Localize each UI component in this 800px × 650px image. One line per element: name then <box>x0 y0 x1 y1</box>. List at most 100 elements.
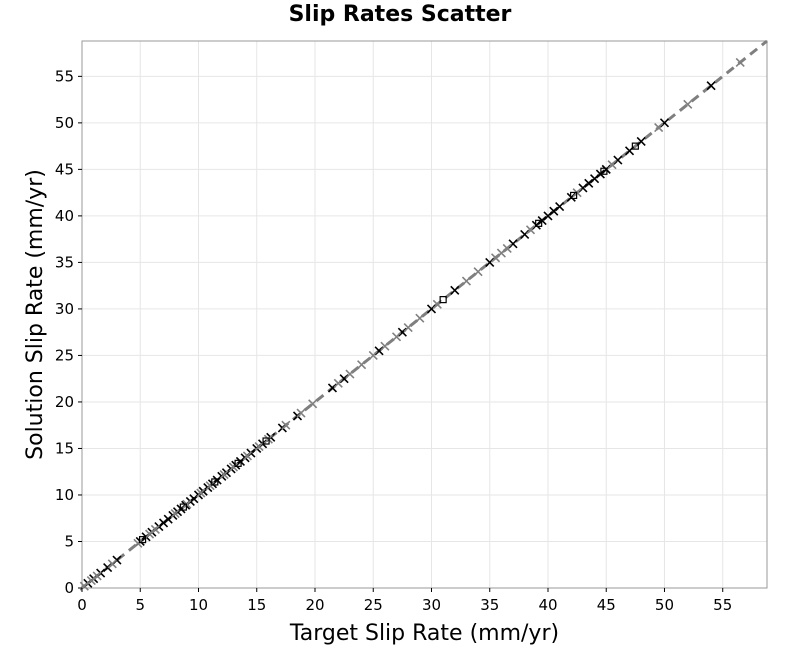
data-point <box>508 239 518 249</box>
data-point <box>473 267 483 277</box>
data-point <box>520 229 530 240</box>
data-point <box>107 559 117 569</box>
x-tick-label: 20 <box>305 596 324 614</box>
x-tick-label: 15 <box>247 596 266 614</box>
data-point <box>502 243 512 254</box>
data-point <box>391 332 402 342</box>
y-tick-label: 55 <box>55 67 74 85</box>
data-point <box>570 191 578 200</box>
data-point <box>263 434 273 444</box>
x-tick-label: 50 <box>655 596 674 614</box>
data-point <box>683 99 693 109</box>
y-tick-label: 10 <box>55 486 74 504</box>
data-point <box>535 219 543 227</box>
data-point <box>613 155 623 165</box>
data-point <box>150 524 160 534</box>
data-point <box>281 420 291 430</box>
data-point <box>397 327 407 337</box>
y-tick-label: 45 <box>55 160 74 178</box>
data-point <box>490 253 501 263</box>
plot-frame <box>81 40 768 589</box>
chart-title: Slip Rates Scatter <box>288 2 512 27</box>
data-point <box>138 536 147 544</box>
data-point <box>735 57 745 67</box>
data-point <box>327 383 338 393</box>
y-tick-label: 0 <box>64 579 74 597</box>
data-point <box>333 378 343 388</box>
reference-line-layer <box>81 39 768 590</box>
y-tick-label: 15 <box>55 439 74 457</box>
data-point <box>607 160 617 170</box>
reference-line <box>81 39 768 590</box>
data-point <box>262 437 270 445</box>
data-point <box>242 451 252 461</box>
x-tick-label: 25 <box>364 596 383 614</box>
data-point <box>92 571 102 581</box>
data-point <box>590 174 600 184</box>
data-point <box>228 462 239 472</box>
data-point <box>368 350 378 360</box>
data-point <box>234 459 242 467</box>
y-axis-ticks: 0 5 10 15 20 25 30 35 40 45 50 55 <box>55 67 82 597</box>
data-point <box>86 575 96 586</box>
data-point <box>415 313 425 323</box>
data-point <box>196 488 206 498</box>
data-point <box>380 341 390 351</box>
x-tick-label: 10 <box>189 596 208 614</box>
data-point <box>170 509 180 519</box>
x-tick-label: 5 <box>135 596 145 614</box>
data-point <box>145 529 155 539</box>
data-point <box>357 360 367 370</box>
data-point <box>339 374 349 384</box>
x-tick-label: 0 <box>77 596 87 614</box>
data-point <box>426 304 437 314</box>
data-point <box>461 276 472 286</box>
y-tick-label: 40 <box>55 207 74 225</box>
data-point <box>219 469 229 480</box>
x-tick-label: 45 <box>597 596 616 614</box>
data-point <box>659 118 670 128</box>
data-point <box>439 296 447 304</box>
data-point <box>531 220 541 230</box>
y-tick-label: 5 <box>64 532 74 550</box>
y-tick-label: 30 <box>55 300 74 318</box>
x-tick-label: 40 <box>538 596 557 614</box>
y-tick-label: 35 <box>55 253 74 271</box>
data-point <box>706 81 716 91</box>
data-point <box>496 248 506 258</box>
data-point <box>654 122 664 133</box>
data-point <box>525 225 536 235</box>
data-point <box>374 346 384 356</box>
data-point <box>179 503 187 511</box>
x-tick-label: 35 <box>480 596 499 614</box>
data-point <box>631 142 639 150</box>
y-tick-label: 50 <box>55 114 74 132</box>
data-points <box>79 57 745 591</box>
data-point <box>600 167 608 175</box>
data-point <box>543 211 553 221</box>
x-axis-ticks: 0 5 10 15 20 25 30 35 40 45 50 55 <box>77 588 732 614</box>
y-axis-title: Solution Slip Rate (mm/yr) <box>23 169 48 460</box>
data-point <box>308 399 318 409</box>
data-point <box>205 481 215 491</box>
y-tick-label: 25 <box>55 346 74 364</box>
data-point <box>485 257 495 267</box>
data-point <box>403 322 413 333</box>
data-point <box>584 178 594 188</box>
data-point <box>566 192 576 202</box>
x-axis-title: Target Slip Rate (mm/yr) <box>289 621 559 646</box>
data-point <box>254 442 264 452</box>
grid-lines <box>81 41 767 589</box>
data-point <box>296 408 306 418</box>
data-point <box>345 369 355 379</box>
data-point <box>555 202 565 212</box>
data-point <box>211 478 219 486</box>
data-point <box>601 164 611 174</box>
x-tick-label: 30 <box>422 596 441 614</box>
data-point <box>549 206 559 216</box>
x-tick-label: 55 <box>713 596 732 614</box>
data-point <box>133 538 143 548</box>
y-tick-label: 20 <box>55 393 74 411</box>
data-point <box>578 183 588 193</box>
